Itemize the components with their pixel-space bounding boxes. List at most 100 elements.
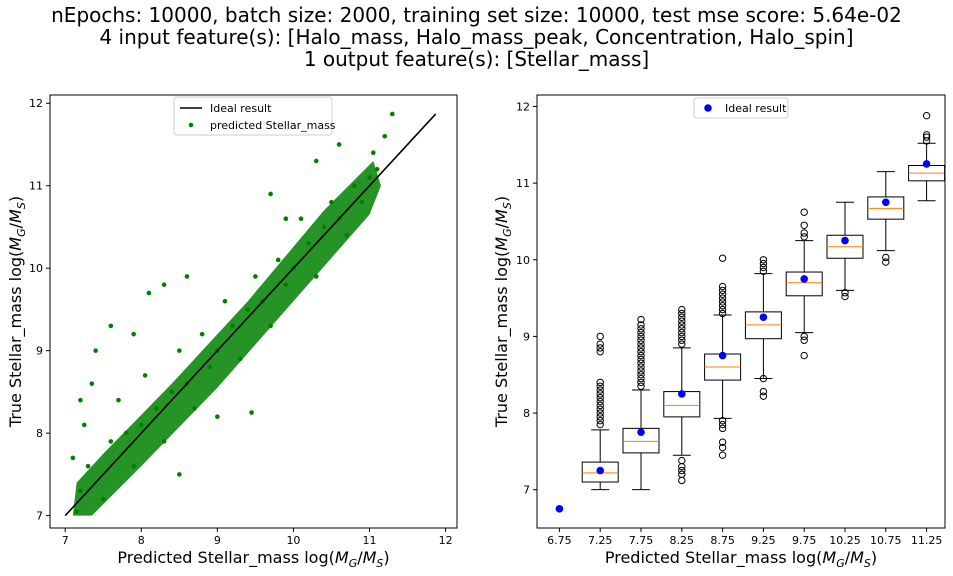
box-outlier <box>596 413 604 421</box>
box-outlier <box>678 456 686 465</box>
box-outlier <box>882 253 890 262</box>
x-tick-label: 8 <box>138 534 145 547</box>
box-outlier <box>678 317 686 325</box>
box-outlier <box>800 336 808 344</box>
ideal-result-point <box>718 351 727 360</box>
box-outlier <box>718 309 727 318</box>
scatter-point <box>123 430 129 436</box>
box-outlier <box>637 325 645 333</box>
plot-frame <box>536 94 946 529</box>
y-tick-label: 8 <box>523 407 530 420</box>
box-outlier <box>759 263 768 272</box>
y-axis-label: True Stellar_mass log(MG/MS) <box>492 196 514 428</box>
box-outlier <box>678 328 686 337</box>
scatter-point <box>215 414 220 419</box>
box-outlier <box>678 462 686 471</box>
scatter-point <box>81 422 87 428</box>
box-outlier <box>718 451 727 459</box>
box-outlier <box>841 289 849 297</box>
scatter-point <box>177 348 182 353</box>
box-outlier <box>596 332 604 341</box>
scatter-point <box>116 397 121 403</box>
legend-box <box>173 96 333 136</box>
scatter-point <box>131 331 136 337</box>
scatter-point <box>336 142 342 147</box>
box-outlier <box>596 386 604 394</box>
y-tick-label: 10 <box>516 254 530 267</box>
box-outlier <box>800 221 808 229</box>
box-outlier <box>637 340 645 348</box>
box-outlier <box>718 438 727 446</box>
y-tick-label: 10 <box>29 262 43 275</box>
box-outlier <box>718 290 727 298</box>
legend-label: predicted Stellar_mass <box>210 119 336 132</box>
box-outlier <box>637 359 645 367</box>
x-tick-label: 9 <box>214 534 221 547</box>
box-outlier <box>637 374 645 383</box>
scatter-point <box>100 496 106 502</box>
scatter-point <box>142 373 148 378</box>
box-outlier <box>678 466 686 475</box>
title-line-2: 4 input feature(s): [Halo_mass, Halo_mas… <box>99 25 854 49</box>
scatter-point <box>207 364 213 370</box>
box-outlier <box>718 417 727 425</box>
title-line-3: 1 output feature(s): [Stellar_mass] <box>303 47 650 71</box>
box-outlier <box>637 348 645 356</box>
box-outlier <box>841 292 849 301</box>
ideal-result-point <box>882 198 890 207</box>
box-outlier <box>718 282 727 291</box>
scatter-point <box>374 166 380 172</box>
x-tick-label: 12 <box>439 534 453 547</box>
box-outlier <box>596 348 604 356</box>
legend-label: Ideal result <box>210 102 272 115</box>
legend-box <box>693 97 789 119</box>
box-outlier <box>637 321 645 329</box>
box-outlier <box>637 332 645 341</box>
box-outlier <box>637 371 645 379</box>
box-outlier <box>678 332 686 341</box>
figure-title: nEpochs: 10000, batch size: 2000, traini… <box>0 4 953 70</box>
box-outlier <box>678 470 686 479</box>
scatter-point <box>313 158 319 164</box>
x-tick-label: 8.75 <box>710 534 735 547</box>
box-outlier <box>759 259 768 268</box>
box-iqr <box>622 427 660 454</box>
box-outlier <box>637 363 645 371</box>
scatter-point <box>199 331 205 337</box>
scatter-point <box>382 133 388 139</box>
box-outlier <box>759 387 768 396</box>
box-outlier <box>882 258 890 266</box>
x-tick-label: 7.25 <box>588 534 613 547</box>
box-outlier <box>800 208 808 216</box>
box-outlier <box>637 378 645 387</box>
ideal-result-point <box>800 275 808 283</box>
box-outlier <box>800 351 808 360</box>
x-tick-label: 10.75 <box>870 534 902 547</box>
box-outlier <box>800 229 808 237</box>
box-outlier <box>678 305 686 314</box>
x-tick-label: 9.25 <box>751 534 776 547</box>
scatter-point <box>85 463 91 469</box>
ideal-result-point <box>922 160 931 168</box>
scatter-point <box>108 323 114 329</box>
scatter-point <box>283 216 289 222</box>
scatter-point <box>169 389 175 395</box>
scatter-point <box>249 410 254 415</box>
box-outlier <box>718 254 727 262</box>
scatter-point <box>367 175 372 180</box>
y-tick-label: 12 <box>516 100 530 113</box>
box-outlier <box>718 443 727 452</box>
box-iqr <box>581 461 619 483</box>
box-outlier <box>718 424 727 433</box>
scatter-density-band <box>72 160 381 516</box>
scatter-point <box>146 290 152 296</box>
scatter-point <box>245 307 251 312</box>
scatter-point <box>344 232 349 238</box>
box-outlier <box>637 336 645 344</box>
box-outlier <box>678 325 686 333</box>
ideal-result-point <box>678 390 686 398</box>
ideal-result-point <box>841 236 849 245</box>
box-outlier <box>596 401 604 410</box>
box-outlier <box>596 409 604 417</box>
